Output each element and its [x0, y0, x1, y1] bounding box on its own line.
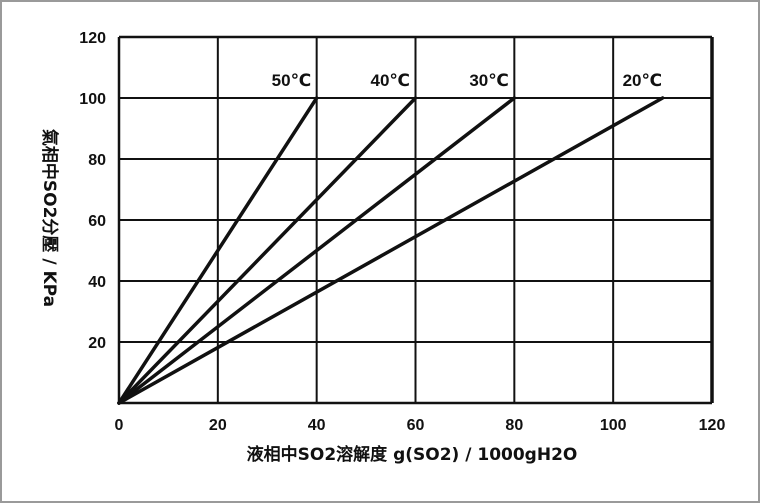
series-label: 20℃: [623, 71, 663, 90]
series-label: 50℃: [272, 71, 312, 90]
x-axis-title: 液相中SO2溶解度 g(SO2) / 1000gH2O: [247, 444, 578, 465]
series-line: [117, 96, 665, 405]
x-tick-label: 0: [115, 417, 124, 434]
grid-lines: [119, 37, 712, 403]
series-label: 30℃: [469, 71, 509, 90]
series-line: [117, 96, 418, 405]
series-label: 40℃: [371, 71, 411, 90]
series-line: [117, 96, 319, 405]
y-tick-label: 20: [88, 335, 106, 352]
y-tick-label: 120: [79, 30, 106, 47]
y-axis-title: 氣相中SO2分壓 / KPa: [39, 129, 60, 307]
x-tick-label: 100: [600, 417, 627, 434]
y-tick-labels: 20 40 60 80 100 120: [79, 30, 106, 352]
series-lines: [117, 96, 665, 405]
x-tick-label: 40: [308, 417, 326, 434]
x-tick-labels: 0 20 40 60 80 100 120: [115, 417, 726, 434]
x-tick-label: 120: [699, 417, 726, 434]
y-tick-label: 40: [88, 274, 106, 291]
x-tick-label: 60: [407, 417, 425, 434]
x-tick-label: 20: [209, 417, 227, 434]
y-tick-label: 60: [88, 213, 106, 230]
y-tick-label: 80: [88, 152, 106, 169]
y-tick-label: 100: [79, 91, 106, 108]
series-line: [117, 96, 517, 405]
plot-axes: [117, 35, 714, 405]
x-tick-label: 80: [505, 417, 523, 434]
series-labels: 50℃ 40℃ 30℃ 20℃: [272, 71, 662, 90]
